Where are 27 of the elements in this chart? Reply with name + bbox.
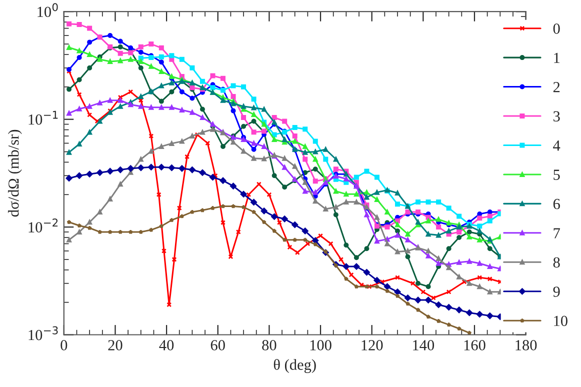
legend-label: 6 [553,198,560,210]
legend-label: 1 [554,52,560,63]
legend-label: 9 [553,286,560,297]
y-tick-label: 10$^{0}$ [38,3,58,18]
x-tick-label: 120 [362,340,383,350]
x-tick-label: 0 [60,340,68,350]
legend-label: 0 [553,24,560,34]
x-tick-label: 180 [516,340,537,350]
legend-label: 10 [554,316,568,326]
legend-label: 3 [553,111,560,122]
legend-label: 8 [553,257,560,268]
legend-label: 7 [554,228,560,238]
y-axis-title: dσ/dΩ (mb/sr) [8,130,22,217]
x-tick-label: 80 [262,340,276,350]
legend-label: 5 [554,170,560,180]
y-tick-label: 10$^{−1}$ [28,110,58,125]
x-tick-label: 140 [413,340,434,350]
x-axis-title: θ (deg) [274,359,316,374]
x-tick-label: 160 [464,340,486,350]
x-tick-label: 20 [108,340,122,350]
x-tick-label: 40 [159,340,174,350]
legend-label: 2 [553,82,560,92]
x-tick-label: 100 [310,340,332,350]
x-tick-label: 60 [210,340,225,350]
y-tick-label: 10$^{−3}$ [28,326,58,340]
y-tick-label: 10$^{−2}$ [28,218,58,232]
legend-label: 4 [553,140,560,151]
